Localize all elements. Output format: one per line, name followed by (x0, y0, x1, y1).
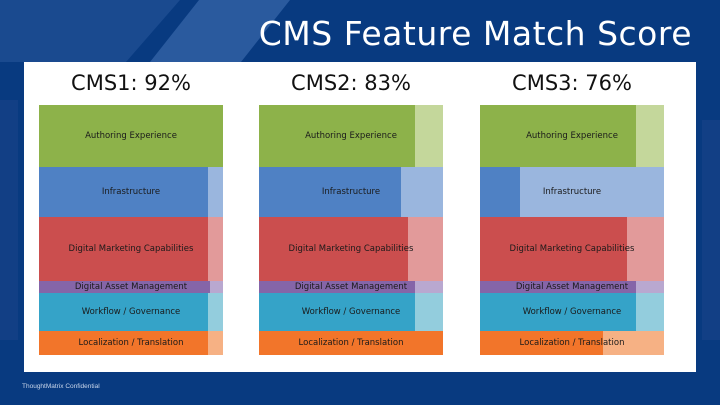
bar-fill (39, 281, 210, 293)
category-label: Digital Asset Management (515, 282, 629, 292)
category-label: Authoring Experience (305, 131, 397, 141)
header-stripe (0, 100, 18, 340)
bar-fill (480, 105, 636, 167)
bar-remainder (208, 217, 223, 281)
bar-fill (39, 331, 208, 355)
bar-fill (259, 105, 415, 167)
bar-row-authoring-experience: Authoring Experience (480, 105, 664, 167)
header-stripe (0, 0, 180, 62)
bar-row-authoring-experience: Authoring Experience (259, 105, 443, 167)
bar-fill (39, 217, 208, 281)
category-label: Authoring Experience (526, 131, 618, 141)
bar-fill (259, 281, 415, 293)
category-label: Authoring Experience (85, 131, 177, 141)
bar-remainder (408, 217, 443, 281)
bar-fill (39, 105, 223, 167)
bar-remainder (210, 281, 223, 293)
bar-remainder (415, 293, 443, 331)
bar-row-digital-marketing-capabilities: Digital Marketing Capabilities (39, 217, 223, 281)
page-title: CMS Feature Match Score (258, 14, 692, 53)
header-stripe (702, 120, 720, 340)
bar-row-infrastructure: Infrastructure (259, 167, 443, 217)
bar-row-localization-translation: Localization / Translation (39, 331, 223, 355)
bar-remainder (208, 331, 223, 355)
bar-remainder (208, 293, 223, 331)
bar-stack: Authoring Experience Infrastructure Digita… (39, 105, 223, 355)
bar-fill (259, 331, 443, 355)
category-label: Infrastructure (321, 187, 381, 197)
bar-remainder (627, 217, 664, 281)
category-label: Digital Asset Management (294, 282, 408, 292)
confidential-footer: ThoughtMatrix Confidential (22, 383, 100, 390)
bar-row-digital-asset-management: Digital Asset Management (480, 281, 664, 293)
bar-row-digital-asset-management: Digital Asset Management (39, 281, 223, 293)
bar-row-workflow-governance: Workflow / Governance (39, 293, 223, 331)
bar-row-infrastructure: Infrastructure (480, 167, 664, 217)
bar-remainder (636, 293, 664, 331)
bar-row-digital-asset-management: Digital Asset Management (259, 281, 443, 293)
bar-row-localization-translation: Localization / Translation (480, 331, 664, 355)
bar-fill (259, 167, 401, 217)
bar-row-workflow-governance: Workflow / Governance (480, 293, 664, 331)
category-label: Localization / Translation (78, 338, 184, 348)
chart-title: CMS1: 92% (71, 71, 191, 95)
bar-remainder (208, 167, 223, 217)
category-label: Infrastructure (542, 187, 602, 197)
bar-remainder (415, 105, 443, 167)
bar-row-localization-translation: Localization / Translation (259, 331, 443, 355)
category-label: Workflow / Governance (301, 307, 401, 317)
category-label: Localization / Translation (519, 338, 625, 348)
bar-stack: Authoring Experience Infrastructure Digita… (259, 105, 443, 355)
bar-remainder (603, 331, 664, 355)
bar-stack: Authoring Experience Infrastructure Digita… (480, 105, 664, 355)
bar-fill (259, 293, 415, 331)
bar-row-digital-marketing-capabilities: Digital Marketing Capabilities (259, 217, 443, 281)
bar-row-workflow-governance: Workflow / Governance (259, 293, 443, 331)
category-label: Digital Asset Management (74, 282, 188, 292)
bar-row-infrastructure: Infrastructure (39, 167, 223, 217)
chart-title: CMS3: 76% (512, 71, 632, 95)
category-label: Infrastructure (101, 187, 161, 197)
category-label: Digital Marketing Capabilities (288, 244, 414, 254)
bar-remainder (415, 281, 443, 293)
bar-remainder (636, 281, 664, 293)
bar-row-authoring-experience: Authoring Experience (39, 105, 223, 167)
bar-fill (480, 281, 636, 293)
bar-remainder (636, 105, 664, 167)
bar-row-digital-marketing-capabilities: Digital Marketing Capabilities (480, 217, 664, 281)
charts-panel: CMS1: 92% Authoring Experience Infrastruc… (24, 62, 696, 372)
bar-fill (39, 167, 208, 217)
bar-fill (480, 331, 603, 355)
bar-fill (39, 293, 208, 331)
chart-title: CMS2: 83% (291, 71, 411, 95)
bar-fill (480, 217, 627, 281)
bar-fill (480, 167, 520, 217)
bar-fill (259, 217, 408, 281)
category-label: Workflow / Governance (81, 307, 181, 317)
category-label: Localization / Translation (298, 338, 404, 348)
category-label: Workflow / Governance (522, 307, 622, 317)
category-label: Digital Marketing Capabilities (68, 244, 194, 254)
bar-remainder (401, 167, 443, 217)
category-label: Digital Marketing Capabilities (509, 244, 635, 254)
bar-fill (480, 293, 636, 331)
bar-remainder (520, 167, 664, 217)
